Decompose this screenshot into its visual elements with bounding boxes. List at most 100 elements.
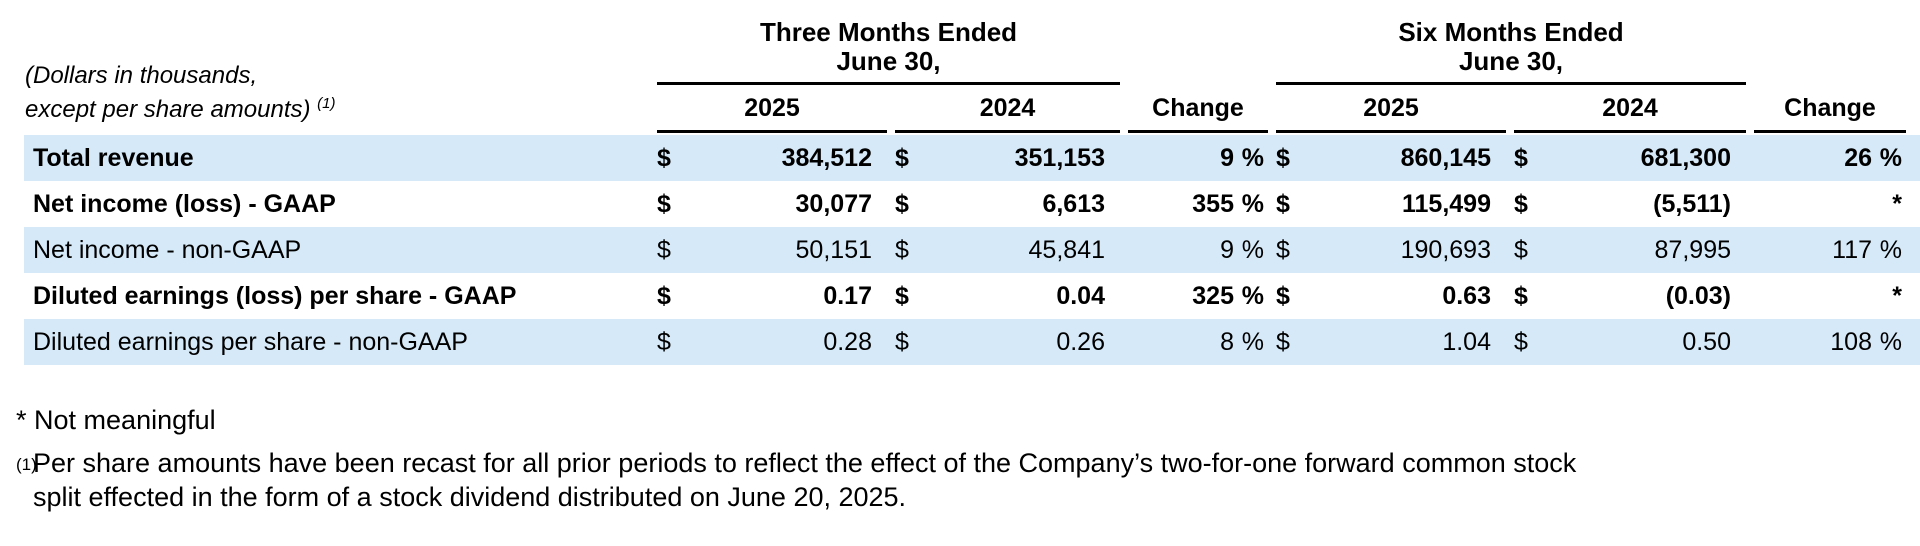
table-row-diluted-eps-gaap: Diluted earnings (loss) per share - GAAP… <box>24 273 1920 319</box>
percent-sign: % <box>1241 235 1264 264</box>
stub-note: (Dollars in thousands, except per share … <box>24 14 649 133</box>
cell-sm-2024: $0.50 <box>1514 328 1746 357</box>
dollar-sign: $ <box>1514 327 1528 356</box>
cell-sm-2025: $115,499 <box>1276 190 1506 219</box>
cell-tm-2025: $384,512 <box>657 144 887 173</box>
dollar-sign: $ <box>657 143 671 172</box>
cell-tm-2024: $0.26 <box>895 328 1120 357</box>
dollar-sign: $ <box>1514 281 1528 310</box>
row-label: Net income - non-GAAP <box>33 235 302 264</box>
cell-sm-2024: $ (5,511) <box>1514 190 1746 219</box>
percent-sign: % <box>1241 281 1264 310</box>
cell-tm-2025: $0.28 <box>657 328 887 357</box>
value-sm-2024: (0.03) <box>1665 281 1731 310</box>
footnote-one-text: Per share amounts have been recast for a… <box>33 446 1896 514</box>
value-tm-2024: 0.04 <box>1056 281 1105 310</box>
change-value: 325 <box>1192 281 1234 310</box>
cell-tm-2024: $45,841 <box>895 236 1120 265</box>
cell-tm-2025: $0.17 <box>657 282 887 311</box>
dollar-sign: $ <box>657 327 671 356</box>
cell-sm-2025: $1.04 <box>1276 328 1506 357</box>
table-header: (Dollars in thousands, except per share … <box>24 14 1920 133</box>
cell-tm-2024: $351,153 <box>895 144 1120 173</box>
dollar-sign: $ <box>895 235 909 264</box>
cell-tm-change: 8% <box>1128 328 1268 357</box>
percent-sign: % <box>1241 327 1264 356</box>
cell-sm-change: 108% <box>1754 328 1906 357</box>
dollar-sign: $ <box>1276 327 1290 356</box>
dollar-sign: $ <box>895 189 909 218</box>
group-header-three-months: Three Months Ended June 30, <box>657 14 1120 85</box>
dollar-sign: $ <box>657 189 671 218</box>
change-value: 108 <box>1830 327 1872 356</box>
cell-sm-change: 117% <box>1754 236 1906 265</box>
value-sm-2024: 87,995 <box>1654 235 1731 264</box>
value-tm-2025: 384,512 <box>781 143 872 172</box>
group-six-months-line2: June 30, <box>1458 46 1564 76</box>
dollar-sign: $ <box>895 327 909 356</box>
cell-sm-2024: $87,995 <box>1514 236 1746 265</box>
not-meaningful-asterisk: * <box>1892 281 1902 310</box>
dollar-sign: $ <box>1514 189 1528 218</box>
dollar-sign: $ <box>895 281 909 310</box>
column-header-tm-2024: 2024 <box>895 85 1120 133</box>
cell-tm-2025: $50,151 <box>657 236 887 265</box>
percent-sign: % <box>1879 235 1902 264</box>
stub-note-superscript: (1) <box>317 95 336 112</box>
value-tm-2024: 351,153 <box>1014 143 1105 172</box>
group-three-months-line2: June 30, <box>836 46 941 76</box>
dollar-sign: $ <box>657 235 671 264</box>
footnote-one-marker: (1) <box>16 455 37 474</box>
column-header-sm-2025: 2025 <box>1276 85 1506 133</box>
value-tm-2025: 0.28 <box>823 327 872 356</box>
footnotes: * Not meaningful (1) Per share amounts h… <box>16 403 1920 514</box>
cell-tm-2024: $6,613 <box>895 190 1120 219</box>
not-meaningful-asterisk: * <box>1892 189 1902 218</box>
value-sm-2025: 115,499 <box>1402 189 1491 218</box>
value-sm-2025: 190,693 <box>1400 235 1491 264</box>
cell-tm-change: 9% <box>1128 236 1268 265</box>
group-six-months-line1: Six Months Ended <box>1398 17 1624 47</box>
value-tm-2024: 6,613 <box>1042 189 1105 218</box>
cell-tm-2025: $30,077 <box>657 190 887 219</box>
value-tm-2025: 0.17 <box>823 281 872 310</box>
dollar-sign: $ <box>1514 235 1528 264</box>
dollar-sign: $ <box>1276 235 1290 264</box>
table-row-net-income-gaap: Net income (loss) - GAAP $30,077 $6,613 … <box>24 181 1920 227</box>
column-header-tm-2025: 2025 <box>657 85 887 133</box>
row-label: Diluted earnings (loss) per share - GAAP <box>33 281 517 310</box>
footnote-star-marker: * <box>16 405 27 435</box>
value-sm-2024: (5,511) <box>1653 189 1731 218</box>
dollar-sign: $ <box>1276 281 1290 310</box>
table-row-net-income-non-gaap: Net income - non-GAAP $50,151 $45,841 9%… <box>24 227 1920 273</box>
footnote-one-line1: Per share amounts have been recast for a… <box>33 448 1577 478</box>
cell-sm-2025: $190,693 <box>1276 236 1506 265</box>
cell-tm-change: 355% <box>1128 190 1268 219</box>
footnote-recast: (1) Per share amounts have been recast f… <box>16 446 1896 514</box>
value-sm-2025: 860,145 <box>1400 143 1491 172</box>
column-header-tm-change: Change <box>1128 85 1268 133</box>
dollar-sign: $ <box>1276 189 1290 218</box>
value-tm-2025: 30,077 <box>795 189 872 218</box>
value-sm-2025: 1.04 <box>1442 327 1491 356</box>
percent-sign: % <box>1879 143 1902 172</box>
row-label: Total revenue <box>33 143 194 172</box>
change-value: 9 <box>1220 235 1234 264</box>
value-sm-2024: 681,300 <box>1640 143 1731 172</box>
cell-sm-change: 26% <box>1754 144 1906 173</box>
cell-sm-2025: $0.63 <box>1276 282 1506 311</box>
footnote-star-text: Not meaningful <box>34 405 216 435</box>
change-value: 26 <box>1844 143 1872 172</box>
value-tm-2025: 50,151 <box>795 235 872 264</box>
change-value: 9 <box>1220 143 1234 172</box>
dollar-sign: $ <box>1276 143 1290 172</box>
value-tm-2024: 0.26 <box>1056 327 1105 356</box>
value-tm-2024: 45,841 <box>1028 235 1105 264</box>
change-value: 8 <box>1220 327 1234 356</box>
row-label: Net income (loss) - GAAP <box>33 189 336 218</box>
table-row-total-revenue: Total revenue $384,512 $351,153 9% $860,… <box>24 135 1920 181</box>
cell-tm-change: 325% <box>1128 282 1268 311</box>
cell-sm-change: * <box>1754 190 1906 219</box>
row-label: Diluted earnings per share - non-GAAP <box>33 327 468 356</box>
